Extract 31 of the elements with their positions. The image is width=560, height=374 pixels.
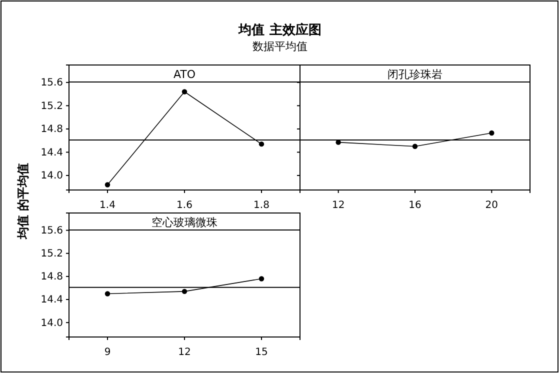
y-tick-label: 14.4 <box>40 294 63 306</box>
annotation: ATO <box>173 68 196 81</box>
y-tick-label: 15.2 <box>40 100 63 112</box>
x-tick-label: 16 <box>408 200 422 211</box>
point <box>258 141 264 147</box>
chart-subtitle: 数据平均值 <box>252 40 308 53</box>
x-tick-label: 20 <box>485 200 498 211</box>
annotation: 闭孔珍珠岩 <box>388 68 442 81</box>
point <box>258 276 264 282</box>
y-tick-label: 15.6 <box>40 226 63 236</box>
x-tick-label: 9 <box>104 347 111 358</box>
annotation: 空心玻璃微珠 <box>152 216 218 229</box>
x-tick-label: 1.6 <box>176 200 192 211</box>
y-tick-label: 14.4 <box>40 147 63 158</box>
x-tick-label: 15 <box>255 347 268 358</box>
y-tick-label: 14.8 <box>40 272 63 283</box>
x-tick-label: 1.4 <box>100 200 116 211</box>
y-tick-label: 14.0 <box>40 170 63 182</box>
point <box>182 288 188 294</box>
x-tick-label: 12 <box>332 200 345 211</box>
y-tick-label: 14.0 <box>40 318 63 329</box>
point <box>104 291 110 296</box>
y-axis-title: 均值 的平均值 <box>16 162 30 240</box>
x-tick-label: 12 <box>178 347 191 358</box>
y-tick-label: 15.2 <box>40 248 63 260</box>
chart-title: 均值 主效应图 <box>238 22 322 38</box>
point <box>104 182 110 188</box>
y-tick-label: 14.8 <box>40 124 63 136</box>
x-tick-label: 1.8 <box>254 200 270 211</box>
point <box>182 89 188 94</box>
y-tick-label: 15.6 <box>40 78 63 89</box>
